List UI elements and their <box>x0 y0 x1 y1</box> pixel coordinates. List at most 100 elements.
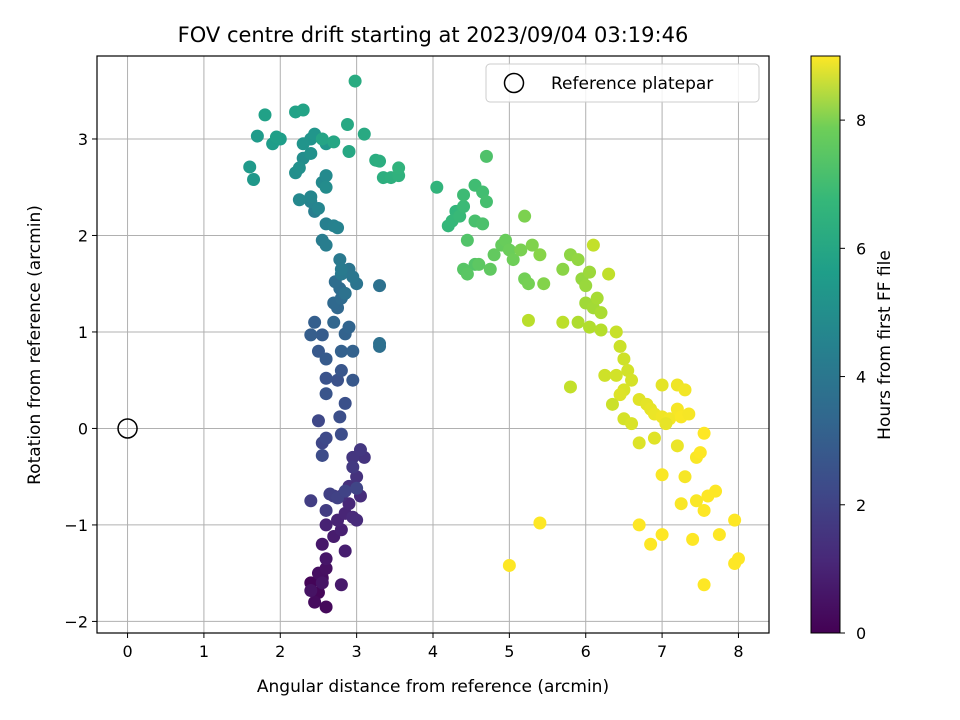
scatter-point <box>334 262 348 276</box>
scatter-point <box>350 513 364 527</box>
scatter-point <box>644 537 658 551</box>
scatter-point <box>292 161 306 175</box>
scatter-point <box>460 233 474 247</box>
scatter-point <box>514 243 528 257</box>
x-axis-ticks: 0 1 2 3 4 5 6 7 8 <box>122 633 744 661</box>
scatter-point <box>304 146 318 160</box>
x-tick-label: 8 <box>733 642 743 661</box>
scatter-point <box>678 470 692 484</box>
grid-lines <box>97 56 769 633</box>
scatter-point <box>373 337 387 351</box>
scatter-point <box>533 516 547 530</box>
scatter-point <box>327 315 341 329</box>
scatter-point <box>243 160 257 174</box>
scatter-point <box>728 513 742 527</box>
scatter-point <box>457 200 471 214</box>
scatter-point <box>479 195 493 209</box>
scatter-point <box>697 503 711 517</box>
scatter-point <box>518 209 532 223</box>
scatter-points <box>243 74 745 614</box>
y-tick-label: −2 <box>64 612 88 631</box>
scatter-point <box>583 265 597 279</box>
scatter-point <box>346 460 360 474</box>
scatter-point <box>338 484 352 498</box>
colorbar-tick-label: 8 <box>856 111 866 130</box>
colorbar-tick-label: 4 <box>856 368 866 387</box>
scatter-point <box>311 414 325 428</box>
scatter-point <box>342 145 356 159</box>
scatter-point <box>625 417 639 431</box>
scatter-point <box>319 552 333 566</box>
colorbar <box>810 55 841 634</box>
scatter-point <box>686 532 700 546</box>
scatter-point <box>521 277 535 291</box>
scatter-point <box>506 253 520 267</box>
scatter-point <box>338 286 352 300</box>
scatter-point <box>296 137 310 151</box>
y-tick-label: 0 <box>78 419 88 438</box>
scatter-point <box>269 130 283 144</box>
y-tick-label: 1 <box>78 323 88 342</box>
scatter-point <box>333 410 347 424</box>
scatter-point <box>731 552 745 566</box>
scatter-point <box>315 132 329 146</box>
scatter-point <box>340 118 354 132</box>
scatter-point <box>334 578 348 592</box>
scatter-point <box>319 238 333 252</box>
scatter-point <box>315 537 329 551</box>
scatter-point <box>571 253 585 267</box>
scatter-point <box>292 193 306 207</box>
reference-marker <box>117 418 138 439</box>
scatter-point <box>533 248 547 262</box>
y-axis-label: Rotation from reference (arcmin) <box>25 205 45 485</box>
scatter-point <box>632 518 646 532</box>
scatter-point <box>327 135 341 149</box>
scatter-point <box>598 368 612 382</box>
scatter-point <box>319 561 333 575</box>
scatter-point <box>373 154 387 168</box>
scatter-point <box>319 352 333 366</box>
scatter-point <box>319 387 333 401</box>
scatter-point <box>655 528 669 542</box>
colorbar-label: Hours from first FF file <box>875 250 895 440</box>
scatter-point <box>525 238 539 252</box>
reference-marker-layer <box>117 418 138 439</box>
scatter-point <box>613 388 627 402</box>
scatter-point <box>537 277 551 291</box>
scatter-point <box>479 149 493 163</box>
scatter-point <box>689 494 703 508</box>
scatter-point <box>472 257 486 271</box>
scatter-point <box>678 383 692 397</box>
colorbar-tick-label: 6 <box>856 239 866 258</box>
scatter-point <box>563 380 577 394</box>
scatter-point <box>476 217 490 231</box>
scatter-point <box>319 600 333 614</box>
legend-box <box>485 63 760 103</box>
x-tick-label: 0 <box>122 642 132 661</box>
scatter-point <box>613 339 627 353</box>
scatter-point <box>655 378 669 392</box>
y-tick-label: 3 <box>78 130 88 149</box>
x-tick-label: 7 <box>657 642 667 661</box>
colorbar-ticks: 0 2 4 6 8 <box>840 111 866 643</box>
scatter-point <box>357 127 371 141</box>
scatter-point <box>353 443 367 457</box>
x-tick-label: 4 <box>428 642 438 661</box>
scatter-point <box>590 291 604 305</box>
scatter-point <box>583 320 597 334</box>
x-axis-label: Angular distance from reference (arcmin) <box>257 677 609 697</box>
scatter-point <box>319 371 333 385</box>
scatter-point <box>319 169 333 183</box>
scatter-point <box>674 497 688 511</box>
scatter-point <box>594 323 608 337</box>
scatter-point <box>682 407 696 421</box>
chart-title: FOV centre drift starting at 2023/09/04 … <box>178 23 689 47</box>
scatter-point <box>373 279 387 293</box>
scatter-point <box>331 221 345 235</box>
scatter-point <box>647 431 661 445</box>
scatter-point <box>304 494 318 508</box>
scatter-point <box>319 503 333 517</box>
scatter-point <box>338 396 352 410</box>
scatter-point <box>304 328 318 342</box>
